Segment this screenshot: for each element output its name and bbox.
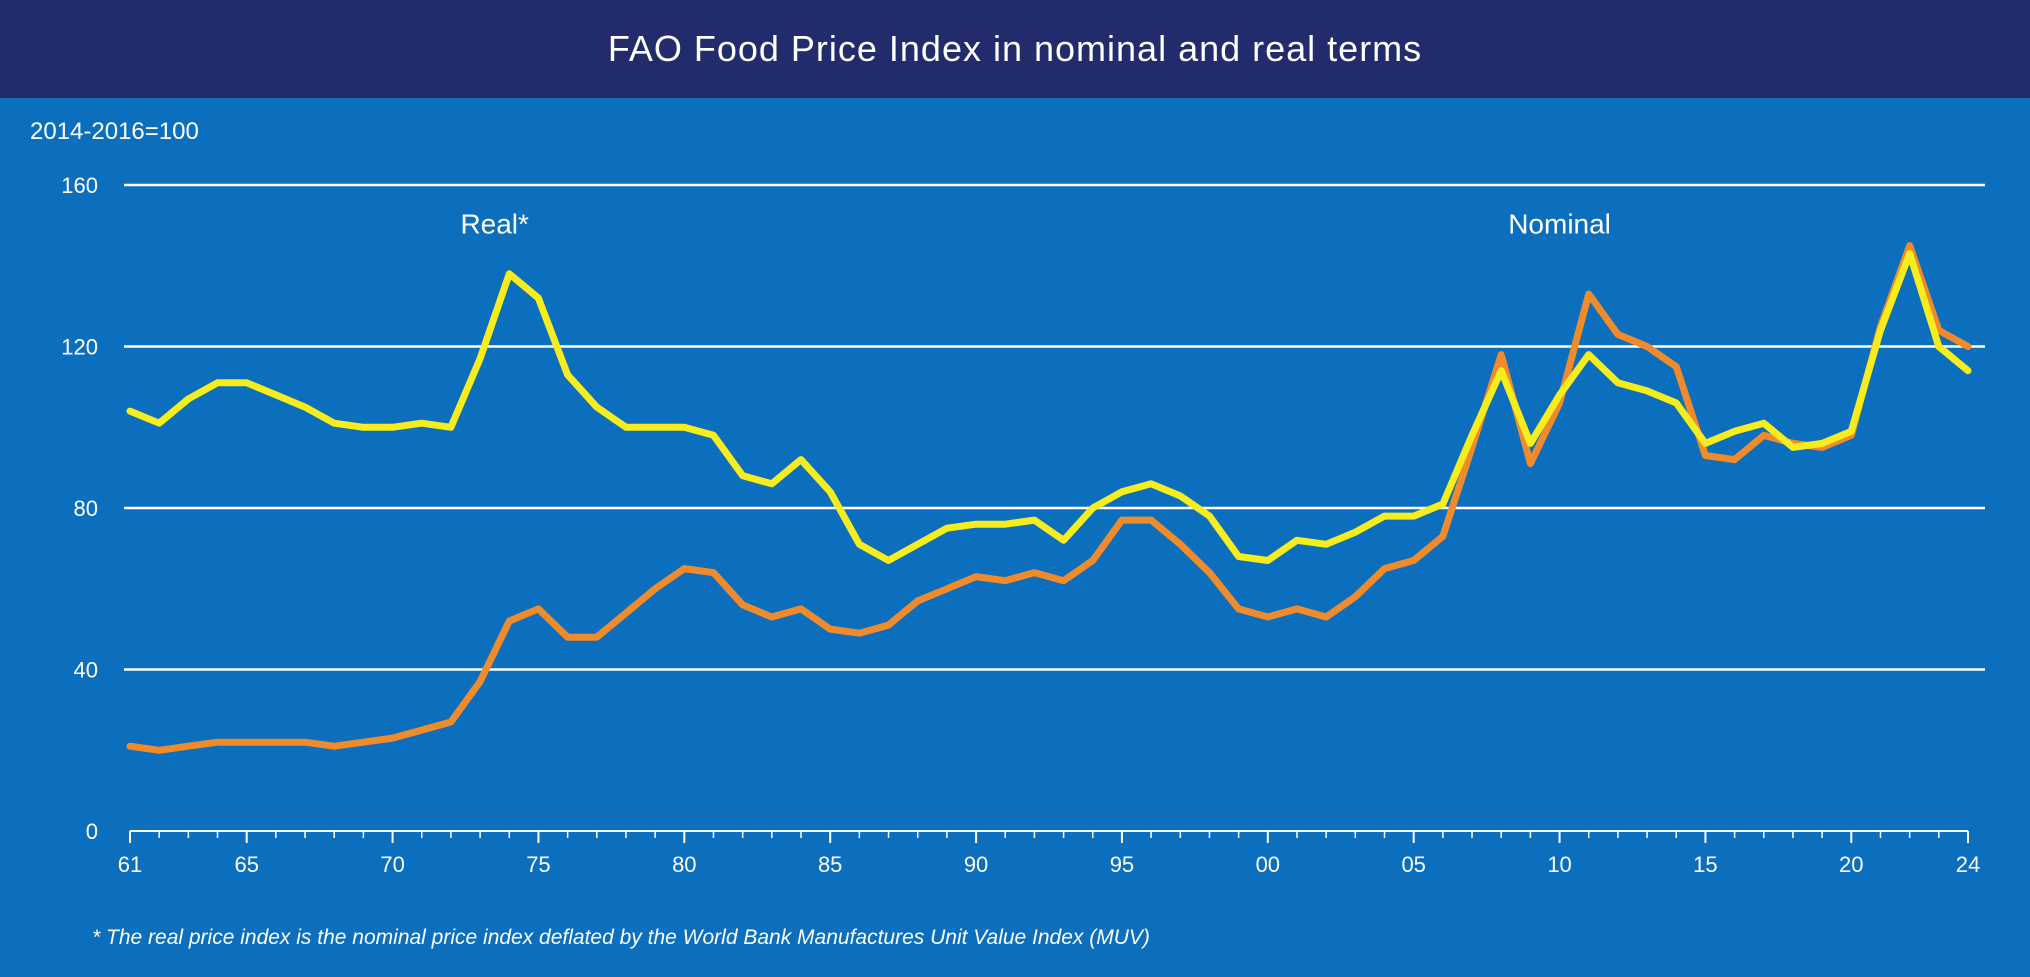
chart-title: FAO Food Price Index in nominal and real… [0,0,2030,98]
y-tick-label: 160 [61,173,98,198]
x-tick-label: 85 [818,852,842,877]
x-tick-label: 24 [1956,852,1980,877]
y-tick-label: 80 [74,496,98,521]
x-axis-ticks: 61 65 70 75 80 85 90 95 00 05 10 15 20 24 [118,852,1980,877]
x-tick-label: 00 [1256,852,1280,877]
x-tick-label: 95 [1110,852,1134,877]
x-tick-label: 05 [1401,852,1425,877]
x-tick-label: 10 [1547,852,1571,877]
x-tick-label: 90 [964,852,988,877]
series-annotations: Real* Nominal [460,208,1610,239]
y-axis-unit-label: 2014-2016=100 [30,118,199,145]
series-line-nominal [126,242,1972,754]
x-tick-label: 61 [118,852,142,877]
x-tick-label: 65 [234,852,258,877]
x-axis [129,830,1969,843]
series-lines [126,242,1972,754]
series-line-real [126,250,1972,564]
x-tick-label: 75 [526,852,550,877]
annotation-nominal: Nominal [1508,208,1611,239]
x-tick-label: 80 [672,852,696,877]
y-tick-label: 40 [74,658,98,683]
x-tick-label: 20 [1839,852,1863,877]
annotation-real: Real* [460,208,529,239]
grid-lines [124,183,1985,671]
y-tick-label: 0 [86,819,98,844]
y-axis-ticks: 0 40 80 120 160 [61,173,98,844]
x-tick-label: 70 [380,852,404,877]
x-tick-label: 15 [1693,852,1717,877]
y-tick-label: 120 [61,335,98,360]
chart-footnote: * The real price index is the nominal pr… [92,926,1150,949]
